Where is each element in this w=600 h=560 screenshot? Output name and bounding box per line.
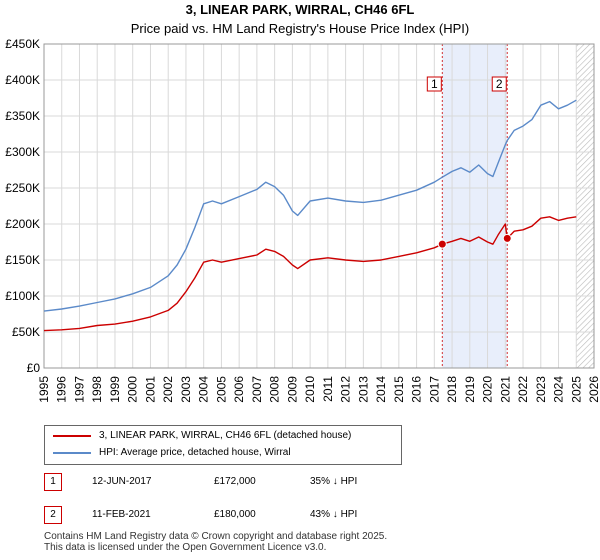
hatched-region [576,44,594,368]
x-tick-label: 1995 [37,376,51,403]
legend-swatch-property [53,435,91,437]
footer-line-2: This data is licensed under the Open Gov… [44,542,327,553]
legend: 3, LINEAR PARK, WIRRAL, CH46 6FL (detach… [44,425,402,465]
x-tick-label: 2005 [214,376,228,403]
sale-price-2: £180,000 [214,509,256,520]
y-tick-label: £400K [5,73,40,87]
x-tick-label: 2025 [569,376,583,403]
y-tick-label: £250K [5,181,40,195]
x-tick-label: 2007 [250,376,264,403]
x-tick-label: 2002 [161,376,175,403]
legend-swatch-hpi [53,452,91,454]
y-tick-label: £300K [5,145,40,159]
x-tick-label: 2001 [143,376,157,403]
footer-line-1: Contains HM Land Registry data © Crown c… [44,531,388,542]
x-tick-label: 2018 [445,376,459,403]
x-tick-label: 2021 [498,376,512,403]
x-tick-label: 1998 [90,376,104,403]
price-chart: 3, LINEAR PARK, WIRRAL, CH46 6FL Price p… [5,2,600,403]
x-tick-label: 2022 [516,376,530,403]
x-tick-label: 2008 [268,376,282,403]
plot-border [43,43,595,369]
x-tick-label: 2010 [303,376,317,403]
chart-title: 3, LINEAR PARK, WIRRAL, CH46 6FL [186,2,415,17]
sale-label-text: 2 [496,77,503,91]
x-tick-label: 2026 [587,376,600,403]
footer: Contains HM Land Registry data © Crown c… [44,531,387,553]
x-tick-label: 2004 [197,376,211,403]
x-tick-label: 2015 [392,376,406,403]
x-tick-label: 2016 [410,376,424,403]
plot-area [44,44,594,368]
legend-label-property: 3, LINEAR PARK, WIRRAL, CH46 6FL (detach… [99,430,352,441]
sale-hpi-diff-2: 43% ↓ HPI [310,509,358,520]
x-tick-label: 2017 [427,376,441,403]
series-line-hpi [43,99,577,312]
x-tick-label: 1997 [72,376,86,403]
x-tick-label: 1999 [108,376,122,403]
sale-date-1: 12-JUN-2017 [92,476,152,487]
x-tick-label: 2019 [463,376,477,403]
x-tick-label: 2012 [339,376,353,403]
x-tick-label: 2006 [232,376,246,403]
sale-price-1: £172,000 [214,476,256,487]
x-tick-label: 2011 [321,376,335,402]
x-tick-label: 2024 [552,376,566,403]
x-tick-label: 1996 [55,376,69,403]
x-tick-label: 2000 [126,376,140,403]
y-tick-label: £150K [5,253,40,267]
sale-date-2: 11-FEB-2021 [92,509,151,520]
y-tick-label: £50K [12,325,40,339]
x-tick-label: 2014 [374,376,388,403]
x-tick-label: 2009 [285,376,299,403]
sale-label-box [491,76,507,92]
y-tick-label: £0 [27,361,41,375]
x-tick-label: 2023 [534,376,548,403]
sale-label-box [426,76,442,92]
sale-label-text: 1 [431,77,438,91]
sale-point [502,233,512,243]
sale-period-shade [442,44,508,368]
sale-point [437,239,447,249]
y-tick-label: £200K [5,217,40,231]
x-tick-label: 2013 [356,376,370,403]
sale-marker-badge-2: 2 [44,506,62,524]
y-tick-label: £350K [5,109,40,123]
legend-label-hpi: HPI: Average price, detached house, Wirr… [99,447,291,458]
x-tick-label: 2020 [481,376,495,403]
chart-subtitle: Price paid vs. HM Land Registry's House … [131,21,469,36]
y-tick-label: £450K [5,37,40,51]
sale-hpi-diff-1: 35% ↓ HPI [310,476,358,487]
x-tick-label: 2003 [179,376,193,403]
y-tick-label: £100K [5,289,40,303]
sale-marker-badge-1: 1 [44,473,62,491]
